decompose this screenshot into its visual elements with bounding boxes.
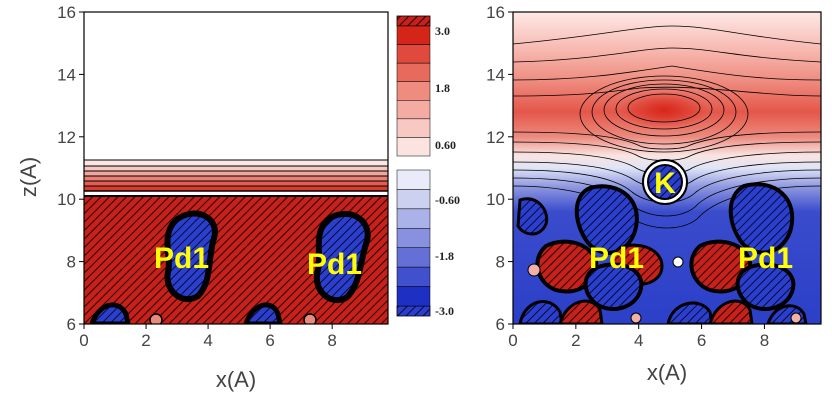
y-tick-label: 8 xyxy=(496,253,505,272)
right-atom-label-k: K xyxy=(654,167,676,200)
colorbar xyxy=(396,15,431,317)
x-tick-label: 4 xyxy=(203,331,212,350)
right-x-axis-label: x(A) xyxy=(647,360,687,385)
x-tick-label: 6 xyxy=(265,331,274,350)
y-tick-label: 12 xyxy=(57,128,76,147)
y-tick-label: 12 xyxy=(486,128,505,147)
right-axes: 0 2 4 6 8 6 8 10 12 14 16 xyxy=(486,3,769,350)
colorbar-positive-band xyxy=(396,81,431,101)
y-tick-label: 14 xyxy=(486,65,505,84)
y-tick-label: 10 xyxy=(486,190,505,209)
right-plot-frame xyxy=(512,11,822,325)
left-plot-frame xyxy=(83,11,389,325)
y-tick-label: 10 xyxy=(57,190,76,209)
left-axes: 0 2 4 6 8 6 8 10 12 14 16 xyxy=(57,3,337,350)
y-tick-label: 6 xyxy=(496,315,505,334)
y-tick-label: 14 xyxy=(57,65,76,84)
y-tick-label: 6 xyxy=(67,315,76,334)
colorbar-negative-band xyxy=(396,266,431,287)
y-tick-label: 8 xyxy=(67,253,76,272)
colorbar-positive-band xyxy=(396,62,431,82)
colorbar-label-3.0: 3.0 xyxy=(435,24,450,38)
colorbar-label-neg1.8: -1.8 xyxy=(435,249,454,263)
left-atom-label-pd1-a: Pd1 xyxy=(154,242,209,275)
left-x-axis-label: x(A) xyxy=(216,367,256,392)
colorbar-negative-band xyxy=(396,247,431,268)
colorbar-label-neg3.0: -3.0 xyxy=(435,304,454,318)
y-tick-label: 16 xyxy=(57,3,76,22)
x-tick-label: 8 xyxy=(327,331,336,350)
colorbar-positive-band xyxy=(396,137,431,157)
colorbar-positive-band xyxy=(396,44,431,64)
x-tick-label: 2 xyxy=(141,331,150,350)
right-plot-area xyxy=(513,12,821,324)
x-tick-label: 0 xyxy=(508,331,517,350)
colorbar-negative-saturation-swatch xyxy=(396,305,431,317)
left-atom-label-pd1-b: Pd1 xyxy=(307,248,362,281)
x-tick-label: 8 xyxy=(760,331,769,350)
x-tick-label: 6 xyxy=(697,331,706,350)
colorbar-negative-band xyxy=(396,189,431,210)
colorbar-positive-band xyxy=(396,100,431,120)
colorbar-positive-saturation-swatch xyxy=(396,15,431,27)
colorbar-label-0.60: 0.60 xyxy=(435,138,456,152)
left-y-axis-label: z(A) xyxy=(16,157,41,197)
left-plot-area xyxy=(84,12,388,324)
colorbar-negative-band xyxy=(396,169,431,190)
colorbar-negative-band xyxy=(396,286,431,307)
colorbar-positive-band xyxy=(396,25,431,45)
colorbar-positive-band xyxy=(396,118,431,138)
colorbar-negative-band xyxy=(396,228,431,248)
y-tick-label: 16 xyxy=(486,3,505,22)
right-atom-label-pd1-b: Pd1 xyxy=(738,242,793,275)
colorbar-label-1.8: 1.8 xyxy=(435,81,450,95)
colorbar-negative-band xyxy=(396,208,431,229)
right-atom-label-pd1-a: Pd1 xyxy=(589,242,644,275)
x-tick-label: 0 xyxy=(79,331,88,350)
colorbar-label-neg0.60: -0.60 xyxy=(435,193,460,207)
x-tick-label: 2 xyxy=(571,331,580,350)
x-tick-label: 4 xyxy=(634,331,643,350)
